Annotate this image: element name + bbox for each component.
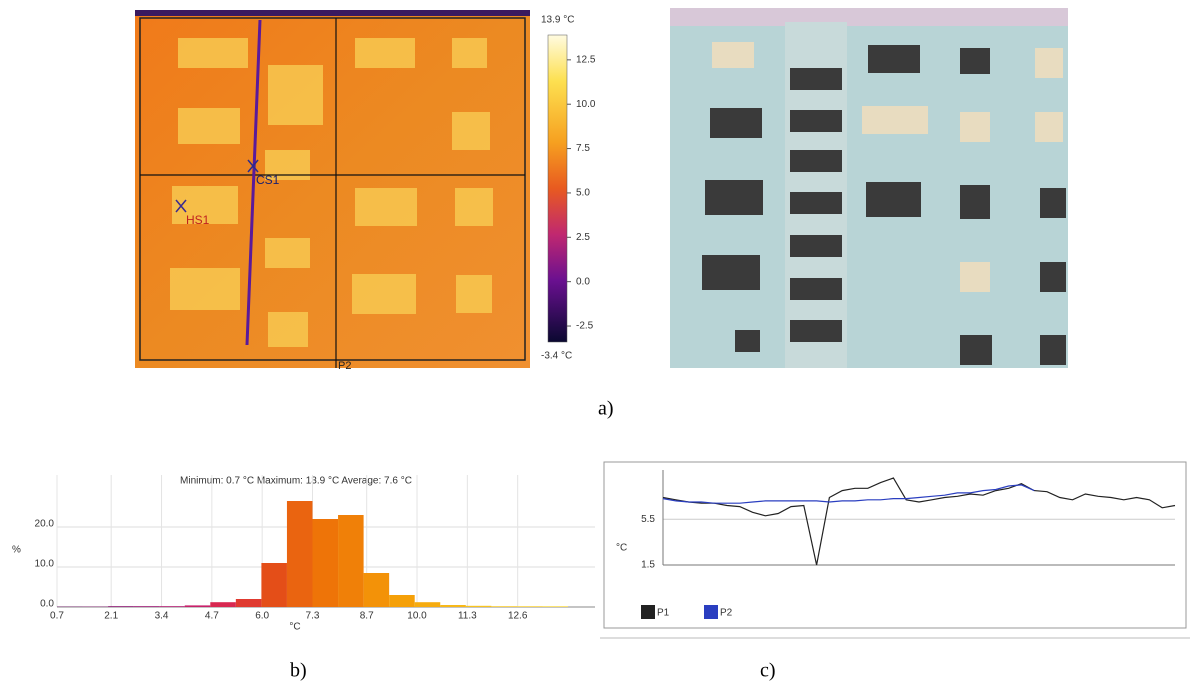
y-axis-label: % (12, 545, 21, 556)
bar (210, 602, 236, 607)
y-tick-label: 0.0 (40, 599, 54, 610)
chart-title: Minimum: 0.7 °C Maximum: 13.9 °C Average… (180, 476, 412, 487)
x-tick-label: 2.1 (104, 611, 118, 622)
y-axis-label: °C (616, 543, 627, 554)
bar (287, 501, 313, 607)
bar (236, 599, 262, 607)
bar (517, 606, 543, 607)
bar (159, 606, 185, 607)
bar (542, 606, 568, 607)
bar (313, 519, 339, 607)
panel-label: a) (598, 398, 614, 420)
bar (364, 573, 390, 607)
bar (108, 606, 134, 607)
legend-label: P1 (657, 608, 670, 619)
colorbar-tick-label: 0.0 (576, 276, 590, 287)
bar (261, 563, 287, 607)
x-tick-label: 11.3 (458, 611, 477, 622)
bar (185, 605, 211, 607)
x-tick-label: 8.7 (360, 611, 374, 622)
bar (389, 595, 415, 607)
y-tick-label: 10.0 (35, 559, 55, 570)
photo (670, 8, 1068, 368)
bar (338, 515, 364, 607)
colorbar-max: 13.9 °C (541, 15, 574, 26)
bar (466, 606, 492, 607)
x-tick-label: 4.7 (205, 611, 219, 622)
spot-label: CS1 (256, 173, 280, 187)
y-tick-label: 1.5 (641, 560, 655, 571)
bar (134, 606, 160, 607)
x-tick-label: 7.3 (306, 611, 320, 622)
colorbar-min: -3.4 °C (541, 351, 572, 362)
colorbar-tick-label: -2.5 (576, 321, 594, 332)
chart-frame (604, 462, 1186, 628)
colorbar-tick-label: 7.5 (576, 143, 590, 154)
x-tick-label: 10.0 (407, 611, 427, 622)
x-tick-label: 3.4 (155, 611, 169, 622)
figure: CS1 HS1 P2 a) b) c) 13.9 °C -3.4 °C 12.5 10… (0, 0, 1190, 690)
x-tick-label: 12.6 (508, 611, 528, 622)
spot-label: HS1 (186, 213, 210, 227)
legend-label: P2 (720, 608, 733, 619)
colorbar-tick-label: 12.5 (576, 54, 596, 65)
bar (491, 606, 517, 607)
line-series (663, 485, 1034, 503)
y-tick-label: 5.5 (641, 514, 655, 525)
colorbar (548, 35, 567, 342)
panel-label: c) (760, 660, 776, 682)
y-tick-label: 20.0 (35, 519, 55, 530)
legend-swatch (641, 605, 655, 619)
colorbar-tick-label: 2.5 (576, 232, 590, 243)
x-tick-label: 0.7 (50, 611, 64, 622)
bar (440, 605, 466, 607)
bar (415, 602, 441, 607)
legend-swatch (704, 605, 718, 619)
x-axis-label: °C (289, 622, 300, 633)
colorbar-tick-label: 5.0 (576, 188, 590, 199)
line-label: P2 (338, 360, 351, 372)
x-tick-label: 6.0 (255, 611, 269, 622)
colorbar-tick-label: 10.0 (576, 99, 596, 110)
thermal-image: CS1 HS1 P2 (135, 10, 530, 372)
panel-label: b) (290, 660, 307, 682)
line-series (663, 478, 1175, 565)
